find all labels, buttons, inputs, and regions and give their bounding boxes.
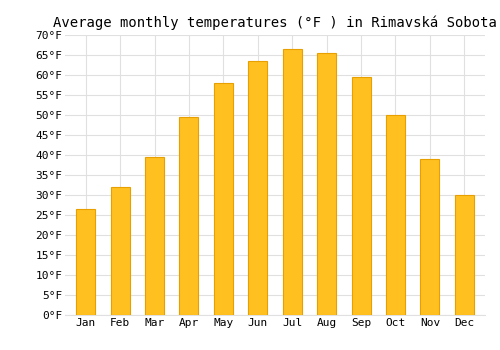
- Bar: [352, 77, 370, 315]
- Bar: [317, 53, 336, 315]
- Bar: [145, 157, 164, 315]
- Title: Average monthly temperatures (°F ) in Rimavská Sobota: Average monthly temperatures (°F ) in Ri…: [53, 15, 497, 30]
- Bar: [110, 187, 130, 315]
- Bar: [420, 159, 440, 315]
- Bar: [248, 61, 268, 315]
- Bar: [386, 115, 405, 315]
- Bar: [214, 83, 233, 315]
- Bar: [455, 195, 474, 315]
- Bar: [180, 117, 199, 315]
- Bar: [76, 209, 95, 315]
- Bar: [282, 49, 302, 315]
